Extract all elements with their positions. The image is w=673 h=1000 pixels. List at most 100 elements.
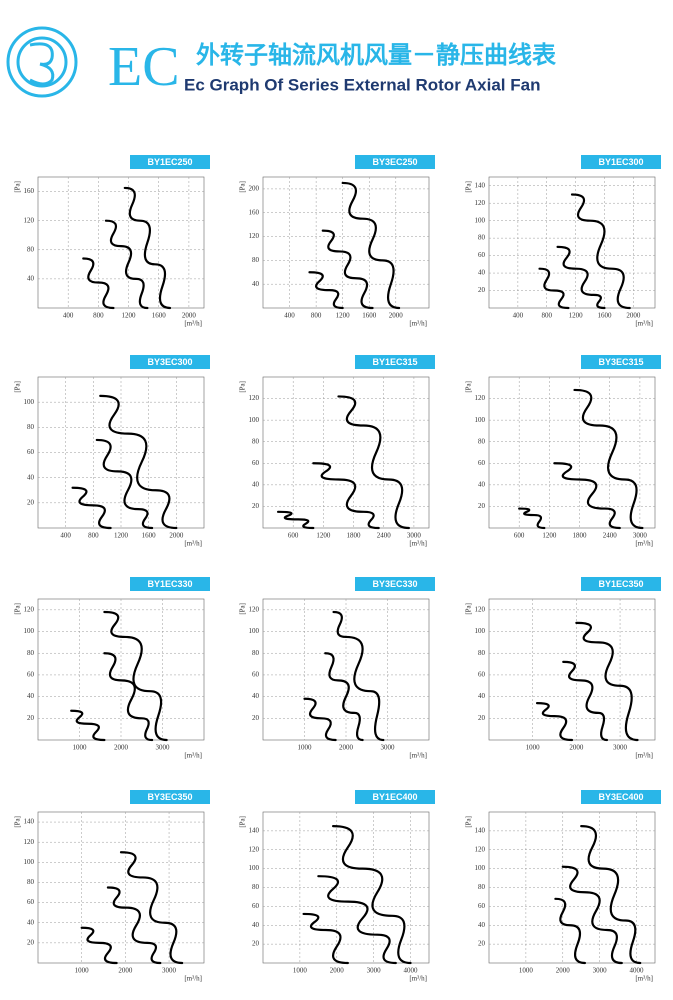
y-tick-label: 40 — [478, 269, 486, 277]
y-axis-label: [Pa] — [239, 603, 247, 615]
y-tick-label: 40 — [252, 692, 260, 700]
y-tick-label: 100 — [24, 627, 35, 635]
y-tick-label: 80 — [27, 245, 35, 253]
model-tag — [581, 355, 661, 369]
x-tick-label: 1000 — [75, 967, 90, 975]
x-tick-label: 3000 — [613, 744, 628, 752]
x-tick-label: 2000 — [569, 744, 584, 752]
model-tag — [581, 155, 661, 169]
y-tick-label: 40 — [27, 473, 35, 481]
model-name: BY1EC350 — [598, 579, 643, 589]
model-tag — [130, 577, 210, 591]
y-axis-label: [Pa] — [465, 181, 473, 193]
model-tag — [581, 790, 661, 804]
fan-curve — [518, 507, 546, 530]
x-tick-label: 1200 — [542, 532, 557, 540]
y-tick-label: 120 — [249, 845, 260, 853]
fan-curve — [80, 926, 118, 965]
chart-panel: BY1EC400 20 40 60 80 100 120 140 1000 2000 3000 400… — [239, 790, 435, 983]
fan-curve — [123, 186, 172, 310]
x-tick-label: 1000 — [526, 744, 541, 752]
y-tick-label: 60 — [478, 671, 486, 679]
x-tick-label: 400 — [513, 312, 524, 320]
y-tick-label: 20 — [478, 502, 486, 510]
plot-frame — [488, 811, 656, 964]
fan-curve — [570, 193, 631, 310]
chart-panel: BY1EC330 20 40 60 80 100 120 1000 2000 3000 [m³/h]… — [14, 577, 210, 760]
model-name: BY3EC330 — [372, 579, 417, 589]
x-axis-label: [m³/h] — [184, 975, 202, 983]
y-tick-label: 120 — [24, 605, 35, 613]
x-axis-label: [m³/h] — [635, 975, 653, 983]
y-axis-label: [Pa] — [14, 181, 22, 193]
y-tick-label: 20 — [252, 502, 260, 510]
fan-curve — [303, 697, 337, 742]
model-name: BY1EC300 — [598, 157, 643, 167]
fan-curve — [331, 825, 412, 965]
y-tick-label: 40 — [27, 918, 35, 926]
x-axis-label: [m³/h] — [635, 752, 653, 760]
y-tick-label: 160 — [24, 187, 35, 195]
fan-curve — [317, 875, 397, 965]
x-tick-label: 800 — [88, 532, 99, 540]
y-tick-label: 100 — [475, 627, 486, 635]
x-tick-label: 3000 — [593, 967, 608, 975]
fan-curve — [321, 229, 374, 310]
y-axis-label: [Pa] — [239, 381, 247, 393]
plot-frame — [37, 811, 205, 964]
chart-panel: BY1EC300 20 40 60 80 100 120 140 400 800 1200 1600 2… — [465, 155, 661, 328]
y-tick-label: 20 — [27, 714, 35, 722]
x-tick-label: 1000 — [73, 744, 88, 752]
x-tick-label: 1600 — [597, 312, 612, 320]
y-tick-label: 80 — [478, 437, 486, 445]
y-tick-label: 200 — [249, 185, 260, 193]
fan-curve — [535, 702, 574, 742]
y-tick-label: 140 — [249, 826, 260, 834]
x-axis-label: [m³/h] — [184, 320, 202, 328]
y-tick-label: 120 — [249, 394, 260, 402]
y-tick-label: 120 — [475, 845, 486, 853]
fan-curve — [119, 851, 184, 965]
y-tick-label: 20 — [27, 938, 35, 946]
x-axis-label: [m³/h] — [635, 540, 653, 548]
model-tag — [355, 355, 435, 369]
y-axis-label: [Pa] — [14, 816, 22, 828]
y-tick-label: 80 — [252, 883, 260, 891]
x-tick-label: 2000 — [182, 312, 197, 320]
x-tick-label: 2400 — [377, 532, 392, 540]
x-tick-label: 800 — [311, 312, 322, 320]
fan-curve — [561, 865, 623, 965]
y-tick-label: 20 — [252, 940, 260, 948]
fan-curve — [538, 267, 570, 310]
chart-panel: BY3EC330 20 40 60 80 100 120 1000 2000 3000 [m³/h]… — [239, 577, 435, 760]
x-axis-label: [m³/h] — [409, 752, 427, 760]
x-tick-label: 1200 — [114, 532, 129, 540]
fan-curve — [104, 219, 149, 310]
model-name: BY3EC315 — [598, 357, 643, 367]
y-tick-label: 80 — [252, 437, 260, 445]
y-tick-label: 120 — [475, 605, 486, 613]
y-tick-label: 120 — [24, 838, 35, 846]
model-name: BY1EC330 — [147, 579, 192, 589]
model-tag — [581, 577, 661, 591]
x-axis-label: [m³/h] — [409, 320, 427, 328]
model-tag — [130, 155, 210, 169]
y-tick-label: 40 — [27, 692, 35, 700]
x-tick-label: 1600 — [362, 312, 377, 320]
x-tick-label: 2000 — [389, 312, 404, 320]
x-tick-label: 400 — [284, 312, 295, 320]
model-tag — [355, 790, 435, 804]
y-tick-label: 100 — [475, 216, 486, 224]
fan-curve — [71, 486, 112, 530]
y-tick-label: 60 — [478, 459, 486, 467]
x-axis-label: [m³/h] — [635, 320, 653, 328]
y-tick-label: 40 — [478, 692, 486, 700]
y-tick-label: 40 — [252, 280, 260, 288]
fan-curve — [308, 271, 344, 310]
y-axis-label: [Pa] — [465, 603, 473, 615]
fan-curve — [324, 652, 364, 742]
header-mark: EC — [108, 36, 180, 98]
y-axis-label: [Pa] — [14, 603, 22, 615]
x-tick-label: 2000 — [339, 744, 354, 752]
x-tick-label: 800 — [93, 312, 104, 320]
